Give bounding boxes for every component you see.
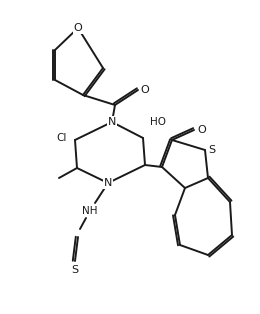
Text: O: O xyxy=(74,23,82,33)
Text: HO: HO xyxy=(150,117,166,127)
Text: N: N xyxy=(108,117,116,127)
Text: S: S xyxy=(209,145,216,155)
Text: NH: NH xyxy=(82,206,98,216)
Text: N: N xyxy=(104,178,112,188)
Text: S: S xyxy=(72,265,79,275)
Text: Cl: Cl xyxy=(57,133,67,143)
Text: O: O xyxy=(141,85,149,95)
Text: O: O xyxy=(198,125,206,135)
